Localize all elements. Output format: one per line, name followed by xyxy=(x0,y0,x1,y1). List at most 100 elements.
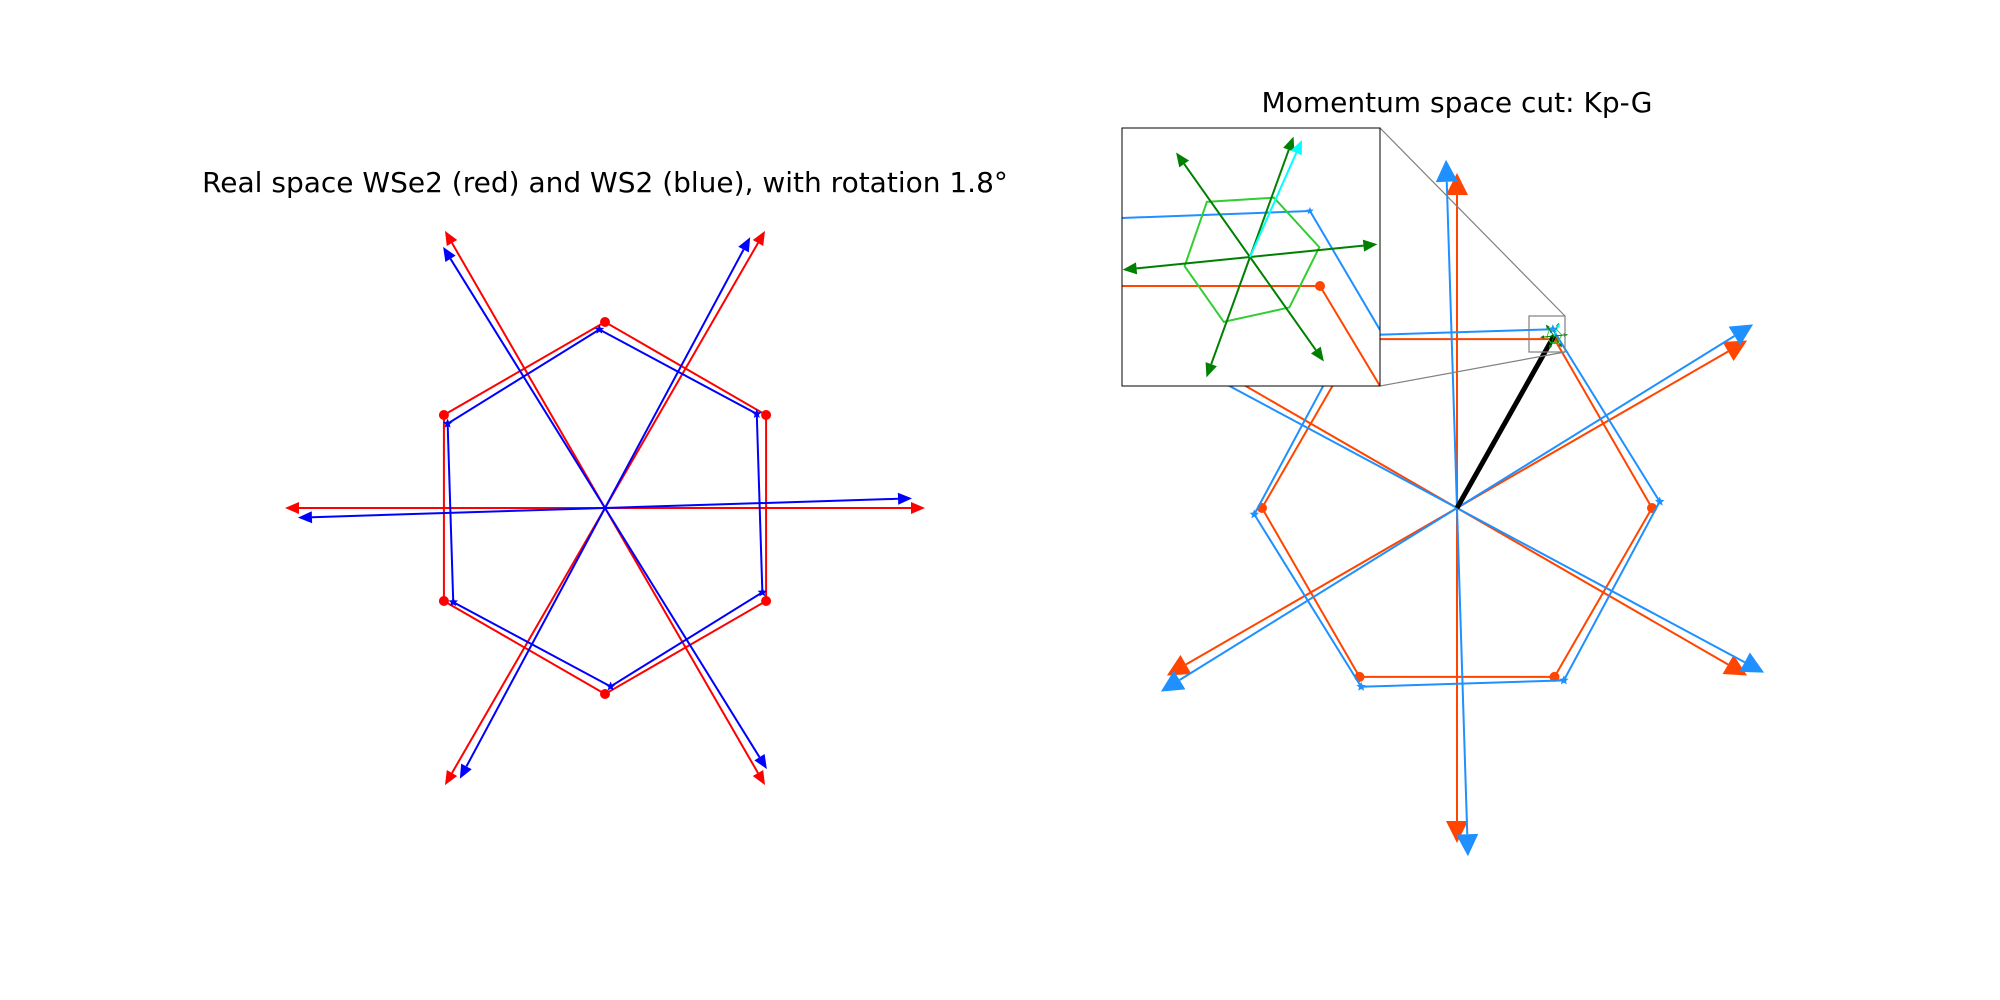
main-moire-vector-4-shaft xyxy=(1550,335,1555,346)
inset-wse2-edge-side xyxy=(1319,285,1380,386)
inset-ws2-kprime-vertex xyxy=(1306,207,1314,215)
ws2-real-lattice-vector-5-head xyxy=(754,754,767,770)
ws2-k-reciprocal-vector-3-head xyxy=(1160,670,1186,692)
momentum-space-panel xyxy=(1149,159,1765,857)
inset-frame xyxy=(1121,127,1381,387)
kp-g-cut-path xyxy=(1454,334,1557,510)
wse2-real-vertex-3 xyxy=(600,689,610,699)
wse2-real-vertex-2 xyxy=(438,596,449,606)
left-panel-title: Real space WSe2 (red) and WS2 (blue), wi… xyxy=(202,166,1008,199)
main-moire-vector-0-head xyxy=(1563,333,1569,337)
ws2-real-lattice-vector-2-head xyxy=(443,246,456,262)
zoom-connector-bottom xyxy=(1379,351,1566,387)
wse2-k-reciprocal-vector-1-head xyxy=(1446,173,1468,195)
wse2-k-reciprocal-vector-3-shaft xyxy=(1185,507,1458,666)
ws2-real-vertex-3 xyxy=(605,681,616,691)
wse2-real-vertex-0 xyxy=(600,317,610,327)
ws2-k-reciprocal-vector-5-shaft xyxy=(1456,507,1746,664)
zoom-rectangle xyxy=(1528,315,1566,353)
inset-kp-vector-shaft xyxy=(1249,152,1298,258)
wse2-real-lattice-vector-4-head xyxy=(445,770,458,786)
wse2-real-lattice-vector-1-head xyxy=(752,230,765,246)
inset-moire-vector-3-shaft xyxy=(1249,256,1317,351)
ws2-real-lattice-vector-4-shaft xyxy=(465,507,606,767)
main-moire-vector-2-head xyxy=(1545,324,1550,329)
inset-ws2-edge-top xyxy=(1122,210,1311,219)
ws2-real-lattice-vector-4-head xyxy=(459,763,472,779)
main-moire-vector-1-shaft xyxy=(1544,335,1555,338)
ws2-real-vertex-5 xyxy=(752,408,762,418)
inset-moire-vector-3-head xyxy=(1310,346,1324,362)
main-moire-vector-2-shaft xyxy=(1547,327,1555,337)
inset-moire-vector-1-head xyxy=(1122,262,1138,275)
wse2-real-lattice-vector-3-head xyxy=(285,502,299,514)
wse2-k-reciprocal-vector-3-head xyxy=(1166,654,1192,676)
main-moire-vector-0-shaft xyxy=(1553,334,1564,337)
ws2-k-vertex-0 xyxy=(1654,496,1665,506)
inset-moire-vector-2-head xyxy=(1176,152,1190,168)
wse2-real-lattice-vector-2-head xyxy=(445,230,458,246)
inset-moire-bz xyxy=(1183,196,1321,324)
main-moire-vector-4-head xyxy=(1548,344,1553,350)
main-moire-vector-1-head xyxy=(1539,335,1545,339)
main-moire-vector-3-head xyxy=(1558,343,1563,348)
ws2-real-lattice-vector-5-shaft xyxy=(604,507,761,758)
wse2-real-vertex-5 xyxy=(761,410,772,420)
zoom-connector-top xyxy=(1379,127,1566,317)
real-space-panel xyxy=(285,230,925,786)
wse2-real-vertex-1 xyxy=(438,410,449,420)
ws2-k-vertex-4 xyxy=(1356,681,1366,691)
main-moire-vector-3-shaft xyxy=(1553,335,1561,345)
inset-zoom-panel xyxy=(1121,127,1381,387)
ws2-k-reciprocal-vector-1-shaft xyxy=(1445,181,1458,509)
wse2-real-lattice-vector-2-shaft xyxy=(451,242,606,509)
main-kp-vector-shaft xyxy=(1553,326,1559,337)
main-kp-vector-head xyxy=(1556,323,1560,328)
ws2-real-vertex-0 xyxy=(594,324,605,334)
ws2-k-reciprocal-vector-5-head xyxy=(1739,652,1765,673)
wse2-k-reciprocal-vector-0-head xyxy=(1722,340,1748,362)
right-panel-title: Momentum space cut: Kp-G xyxy=(1262,86,1653,119)
ws2-real-lattice-vector-0-shaft xyxy=(604,497,899,509)
ws2-real-lattice-vector-1-shaft xyxy=(604,249,745,509)
wse2-real-lattice-vector-1-shaft xyxy=(604,242,759,509)
wse2-k-reciprocal-vector-5-shaft xyxy=(1456,507,1729,666)
inset-moire-vector-2-shaft xyxy=(1183,163,1251,258)
ws2-real-lattice-vector-3-shaft xyxy=(311,507,606,519)
wse2-real-lattice-vector-5-shaft xyxy=(604,507,759,774)
inset-ws2-edge-side xyxy=(1309,210,1380,331)
ws2-k-vertex-3 xyxy=(1249,509,1260,519)
ws2-real-lattice-vector-1-head xyxy=(738,237,751,253)
wse2-k-reciprocal-vector-4-head xyxy=(1446,821,1468,843)
ws2-k-reciprocal-vector-1-head xyxy=(1435,159,1458,183)
inset-moire-vector-4-shaft xyxy=(1210,256,1251,365)
inset-moire-vector-0-head xyxy=(1362,239,1378,252)
ws2-k-reciprocal-vector-4-head xyxy=(1456,833,1479,857)
inset-moire-vector-5-shaft xyxy=(1249,149,1290,258)
inset-moire-vector-5-head xyxy=(1283,136,1295,152)
ws2-k-reciprocal-vector-4-shaft xyxy=(1456,507,1469,835)
ws2-k-reciprocal-vector-3-shaft xyxy=(1179,507,1458,681)
wse2-k-vertex-5 xyxy=(1549,671,1560,682)
zoom-indicator xyxy=(1379,127,1566,387)
wse2-real-vertex-4 xyxy=(761,596,772,606)
wse2-real-lattice-vector-5-head xyxy=(752,770,765,786)
ws2-real-vertex-4 xyxy=(757,587,768,597)
ws2-real-lattice-vector-2-shaft xyxy=(449,258,606,509)
inset-wse2-kprime-vertex xyxy=(1315,281,1325,291)
inset-kp-vector-head xyxy=(1290,140,1302,156)
ws2-k-reciprocal-vector-0-shaft xyxy=(1456,335,1735,509)
ws2-real-lattice-vector-0-head xyxy=(897,492,913,505)
inset-moire-vector-4-head xyxy=(1205,362,1217,378)
inset-moire-vector-1-shaft xyxy=(1136,256,1251,270)
ws2-k-reciprocal-vector-0-head xyxy=(1728,324,1754,346)
wse2-real-lattice-vector-4-shaft xyxy=(451,507,606,774)
wse2-k-reciprocal-vector-0-shaft xyxy=(1456,350,1729,509)
ws2-real-vertex-1 xyxy=(442,418,453,428)
ws2-k-vertex-5 xyxy=(1559,675,1569,685)
ws2-real-vertex-2 xyxy=(448,597,458,607)
wse2-real-lattice-vector-0-head xyxy=(911,502,925,514)
ws2-real-lattice-vector-3-head xyxy=(297,511,313,524)
inset-moire-vector-0-shaft xyxy=(1249,244,1364,258)
